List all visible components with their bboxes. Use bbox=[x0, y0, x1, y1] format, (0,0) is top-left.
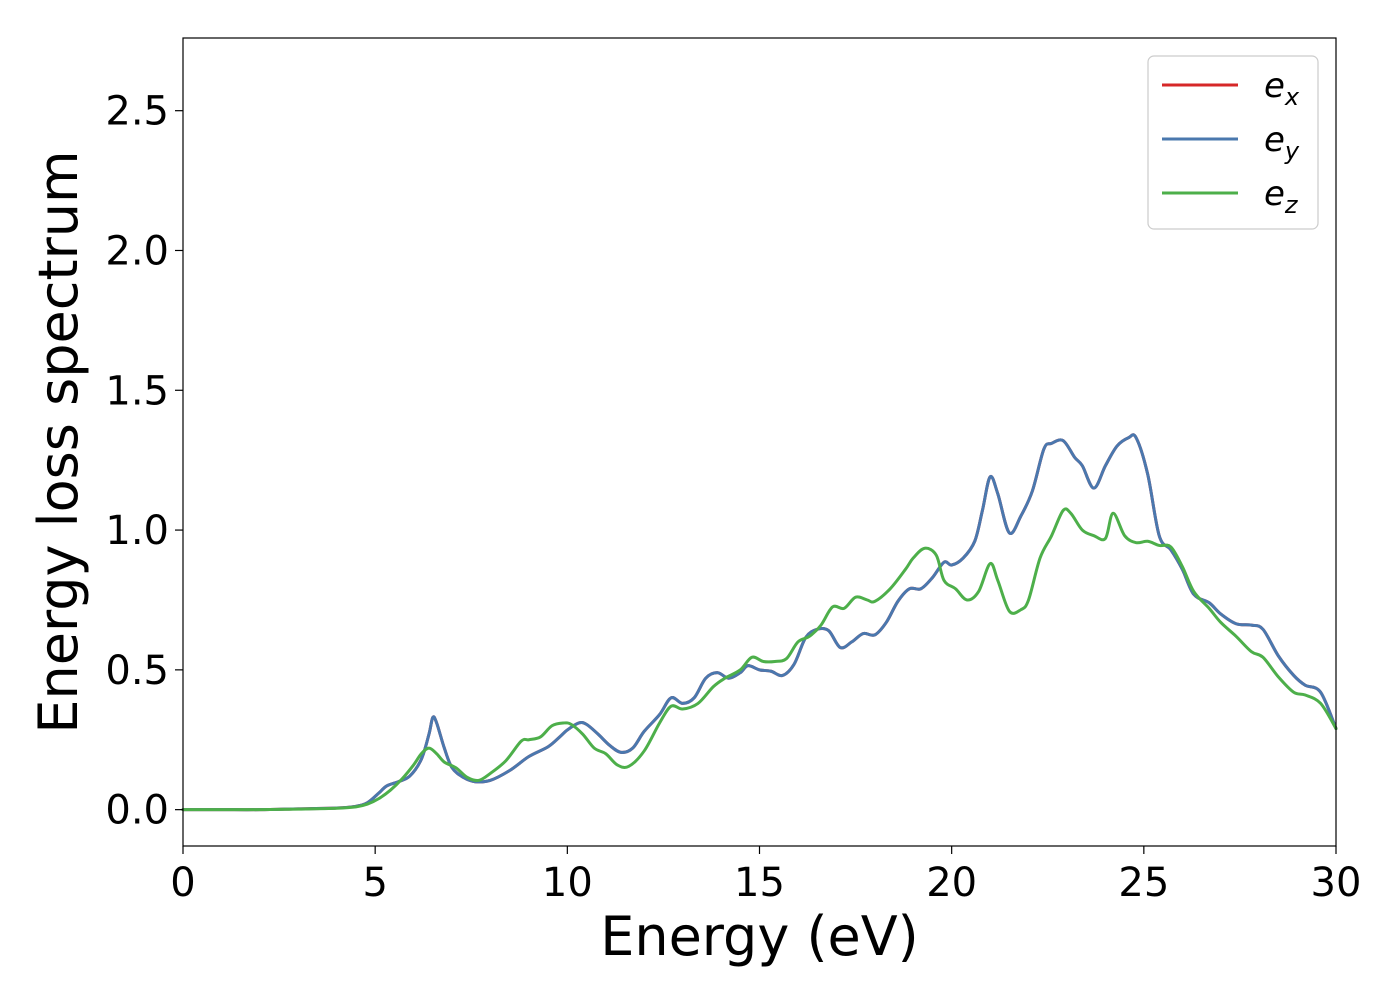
x-tick-label: 0 bbox=[170, 860, 195, 906]
series-line-ey bbox=[181, 433, 1338, 812]
y-tick-label: 0.0 bbox=[105, 788, 169, 834]
x-tick-label: 5 bbox=[362, 860, 387, 906]
series-line-ez bbox=[181, 507, 1338, 812]
x-axis-title: Energy (eV) bbox=[600, 905, 919, 968]
x-tick-label: 15 bbox=[734, 860, 785, 906]
x-tick-label: 10 bbox=[542, 860, 593, 906]
legend: ex ey ez bbox=[1147, 55, 1319, 230]
y-tick-label: 1.5 bbox=[105, 368, 169, 414]
legend-label-ez: ez bbox=[1264, 174, 1299, 219]
series-layer bbox=[181, 433, 1338, 812]
y-tick-label: 2.0 bbox=[105, 228, 169, 274]
legend-box bbox=[1147, 55, 1319, 230]
ticks-layer: 0 5 10 15 20 25 30 0.0 0.5 1.0 1.5 2.0 2.5 bbox=[105, 89, 1361, 906]
x-tick-label: 25 bbox=[1118, 860, 1169, 906]
x-tick-label: 20 bbox=[926, 860, 977, 906]
legend-items: ex ey ez bbox=[1162, 66, 1300, 219]
x-tick-label: 30 bbox=[1311, 860, 1362, 906]
y-tick-label: 2.5 bbox=[105, 89, 169, 135]
legend-label-ex: ex bbox=[1264, 66, 1300, 111]
legend-label-ey: ey bbox=[1264, 120, 1300, 165]
y-axis-title: Energy loss spectrum bbox=[27, 150, 90, 733]
y-tick-label: 0.5 bbox=[105, 648, 169, 694]
y-tick-label: 1.0 bbox=[105, 508, 169, 554]
